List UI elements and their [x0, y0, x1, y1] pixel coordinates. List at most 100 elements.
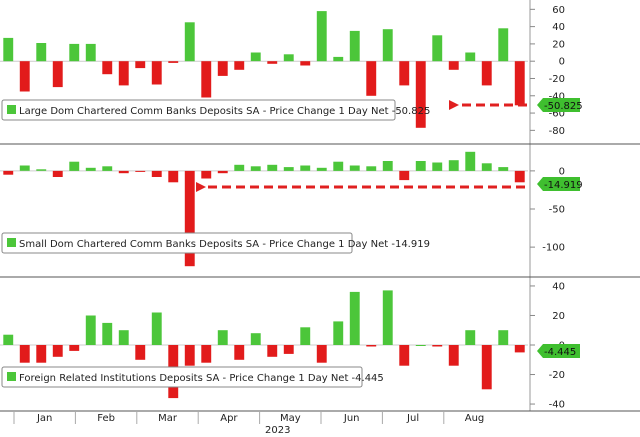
bar-large-banks-15	[250, 52, 261, 62]
bar-large-banks-30	[498, 28, 509, 62]
bar-small-banks-12	[201, 170, 212, 179]
bar-small-banks-21	[349, 165, 360, 171]
bar-foreign-institutions-8	[135, 345, 146, 360]
bar-small-banks-19	[316, 167, 327, 171]
legend-box-foreign-institutions	[1, 366, 363, 388]
legend-large-banks: Large Dom Chartered Comm Banks Deposits …	[19, 106, 430, 117]
bar-small-banks-6	[102, 166, 113, 171]
bar-large-banks-12	[201, 61, 212, 98]
bar-large-banks-13	[217, 61, 228, 76]
bar-large-banks-1	[19, 61, 30, 92]
y-tick-label-large-banks-4: -20	[549, 74, 565, 85]
bar-foreign-institutions-27	[448, 345, 459, 366]
bar-small-banks-20	[333, 161, 344, 171]
bar-foreign-institutions-21	[349, 291, 360, 345]
bar-foreign-institutions-12	[201, 345, 212, 363]
bar-large-banks-8	[135, 61, 146, 69]
bar-small-banks-28	[465, 151, 476, 171]
bar-small-banks-9	[151, 170, 162, 177]
bar-small-banks-10	[168, 170, 179, 183]
bar-foreign-institutions-17	[283, 345, 294, 354]
bar-large-banks-11	[184, 22, 195, 62]
y-tick-label-large-banks-2: 20	[552, 39, 565, 50]
bar-foreign-institutions-1	[19, 345, 30, 363]
bar-small-banks-3	[52, 170, 63, 177]
bar-large-banks-28	[465, 52, 476, 62]
x-tick-label-5: Jun	[343, 413, 360, 424]
bar-large-banks-16	[267, 61, 278, 64]
y-tick-label-foreign-institutions-0: 40	[552, 282, 565, 293]
y-tick-label-large-banks-3: 0	[559, 57, 565, 68]
last-value-foreign-institutions: -4.445	[544, 347, 576, 358]
bar-large-banks-19	[316, 11, 327, 62]
bar-small-banks-22	[366, 166, 377, 171]
x-tick-label-6: Jul	[406, 413, 419, 424]
y-tick-label-large-banks-1: 40	[552, 22, 565, 33]
bar-foreign-institutions-3	[52, 345, 63, 357]
bar-small-banks-26	[432, 162, 443, 171]
bar-large-banks-27	[448, 61, 459, 70]
bar-large-banks-18	[300, 61, 311, 66]
bar-small-banks-25	[415, 161, 426, 171]
y-tick-label-small-banks-2: -100	[542, 243, 565, 254]
bar-large-banks-20	[333, 56, 344, 62]
bar-foreign-institutions-5	[85, 315, 96, 345]
bar-small-banks-1	[19, 165, 30, 171]
y-tick-label-foreign-institutions-1: 20	[552, 311, 565, 322]
x-tick-label-3: Apr	[220, 413, 238, 424]
bar-small-banks-8	[135, 170, 146, 172]
bar-large-banks-9	[151, 61, 162, 85]
bar-large-banks-5	[85, 43, 96, 62]
y-tick-label-foreign-institutions-3: -20	[549, 370, 565, 381]
bars-large-banks	[0, 11, 528, 128]
bar-foreign-institutions-11	[184, 345, 195, 366]
bar-foreign-institutions-19	[316, 345, 327, 363]
bar-foreign-institutions-20	[333, 321, 344, 345]
bar-foreign-institutions-9	[151, 312, 162, 345]
bar-foreign-institutions-16	[267, 345, 278, 357]
bar-foreign-institutions-23	[382, 290, 393, 345]
bar-foreign-institutions-18	[300, 327, 311, 345]
last-value-small-banks: -14.919	[544, 180, 583, 191]
y-tick-label-large-banks-7: -80	[549, 126, 565, 137]
bar-foreign-institutions-24	[399, 345, 410, 366]
bar-foreign-institutions-30	[498, 330, 509, 345]
y-tick-label-foreign-institutions-4: -40	[549, 400, 565, 411]
x-tick-label-7: Aug	[465, 413, 485, 424]
badge-foreign-institutions: -4.445	[537, 344, 580, 358]
legend-foreign-institutions: Foreign Related Institutions Deposits SA…	[19, 373, 384, 384]
bar-large-banks-17	[283, 54, 294, 62]
bar-large-banks-23	[382, 29, 393, 62]
panel-large-banks: 60 40 20 0 -20 -40 -60 -80 Large Dom Chartered …	[0, 5, 583, 137]
bar-small-banks-24	[399, 170, 410, 181]
bar-small-banks-14	[234, 164, 245, 171]
bar-small-banks-4	[69, 161, 80, 171]
bar-foreign-institutions-2	[36, 345, 47, 363]
y-tick-label-large-banks-6: -60	[549, 109, 565, 120]
bar-large-banks-21	[349, 30, 360, 62]
bar-large-banks-6	[102, 61, 113, 75]
bar-foreign-institutions-0	[3, 334, 14, 345]
bar-small-banks-27	[448, 160, 459, 171]
y-ticks-small-banks: 0 -50 -100	[530, 166, 565, 254]
last-value-large-banks: -50.825	[544, 101, 583, 112]
bar-small-banks-18	[300, 165, 311, 171]
bar-foreign-institutions-15	[250, 333, 261, 345]
bar-large-banks-29	[481, 61, 492, 86]
bar-small-banks-29	[481, 163, 492, 171]
bar-small-banks-31	[514, 170, 525, 183]
bar-large-banks-2	[36, 43, 47, 62]
bar-foreign-institutions-13	[217, 330, 228, 345]
bar-small-banks-17	[283, 167, 294, 171]
x-tick-label-2: Mar	[158, 413, 178, 424]
x-tick-label-1: Feb	[97, 413, 115, 424]
y-ticks-large-banks: 60 40 20 0 -20 -40 -60 -80	[530, 5, 565, 137]
legend-swatch-small-banks	[7, 238, 16, 247]
bar-foreign-institutions-29	[481, 345, 492, 390]
x-tick-label-0: Jan	[36, 413, 52, 424]
bar-small-banks-30	[498, 167, 509, 171]
bar-foreign-institutions-26	[432, 345, 443, 347]
bar-foreign-institutions-6	[102, 322, 113, 345]
